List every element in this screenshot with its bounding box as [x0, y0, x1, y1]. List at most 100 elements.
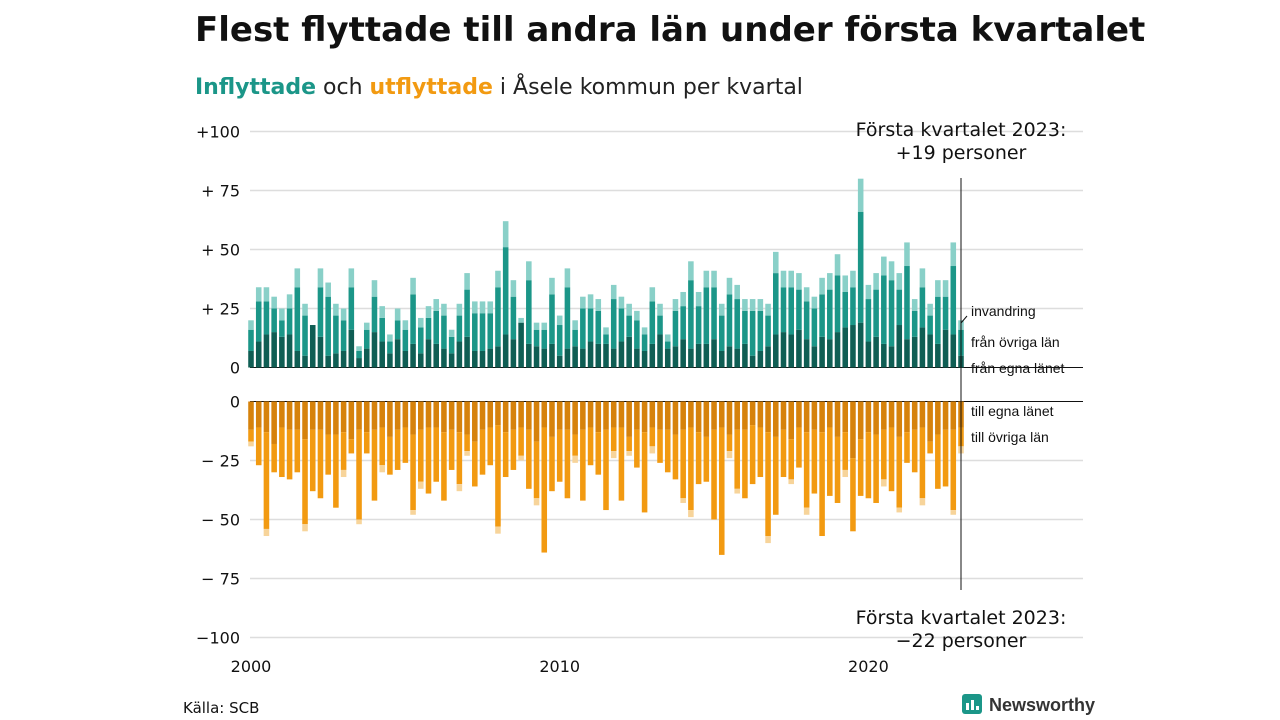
bar-out-ovriga — [873, 434, 879, 503]
bar-in-invandring — [356, 346, 362, 351]
bar-in-invandring — [248, 320, 254, 330]
bar-out-ovriga — [472, 441, 478, 487]
bar-in-ovriga — [495, 287, 501, 347]
bar-in-egna — [495, 346, 501, 368]
bar-in-invandring — [518, 317, 524, 323]
bar-in-ovriga — [580, 308, 586, 349]
bar-out-egna — [927, 401, 933, 442]
bar-out-ovriga — [317, 429, 324, 499]
y-tick-top: + 25 — [201, 300, 240, 319]
bar-in-egna — [325, 355, 331, 368]
bar-out-utvandring — [302, 524, 308, 532]
bar-in-invandring — [541, 322, 548, 330]
bar-in-ovriga — [718, 315, 725, 351]
bar-in-egna — [935, 343, 941, 368]
bar-out-egna — [580, 401, 586, 430]
bar-out-egna — [873, 401, 879, 435]
bar-in-egna — [695, 343, 702, 368]
bar-in-invandring — [379, 306, 385, 318]
newsworthy-logo-text: Newsworthy — [989, 695, 1095, 715]
bar-in-egna — [888, 346, 895, 368]
bar-out-ovriga — [803, 432, 810, 508]
bar-in-ovriga — [572, 329, 578, 347]
bar-in-invandring — [572, 320, 578, 330]
bar-in-egna — [857, 322, 864, 368]
bar-in-invandring — [580, 296, 586, 309]
bar-in-egna — [881, 343, 887, 368]
bar-in-ovriga — [410, 294, 416, 344]
bar-in-ovriga — [641, 334, 648, 351]
bar-in-ovriga — [749, 310, 756, 356]
bar-in-ovriga — [803, 301, 810, 340]
bar-in-invandring — [526, 261, 532, 281]
bar-out-egna — [394, 401, 401, 430]
bar-out-ovriga — [757, 427, 764, 478]
bar-in-invandring — [742, 299, 748, 311]
y-tick-bottom: −100 — [196, 629, 240, 648]
bar-in-invandring — [765, 303, 771, 316]
bar-in-egna — [533, 346, 540, 368]
bar-in-egna — [811, 346, 818, 368]
x-tick: 2000 — [231, 657, 272, 676]
bar-in-egna — [572, 346, 578, 368]
bar-out-utvandring — [495, 526, 501, 534]
bar-in-egna — [595, 343, 602, 368]
bar-out-egna — [418, 401, 424, 430]
bar-out-ovriga — [896, 436, 903, 508]
bar-out-ovriga — [865, 432, 872, 499]
bar-in-invandring — [927, 303, 933, 316]
bar-in-egna — [564, 348, 571, 368]
bar-in-ovriga — [865, 299, 872, 342]
bar-out-egna — [950, 401, 957, 430]
bar-in-ovriga — [541, 329, 548, 349]
bar-in-invandring — [533, 322, 540, 330]
series-label-top: från egna länet — [971, 360, 1065, 376]
bar-in-egna — [664, 348, 671, 368]
bar-in-invandring — [502, 221, 509, 248]
bar-out-egna — [487, 401, 494, 428]
bar-out-utvandring — [734, 488, 740, 494]
bar-out-ovriga — [664, 429, 671, 473]
bar-out-egna — [402, 401, 409, 428]
bar-out-egna — [649, 401, 656, 428]
bar-out-ovriga — [834, 436, 841, 503]
bar-out-ovriga — [356, 429, 362, 520]
bar-in-ovriga — [464, 289, 470, 337]
bar-out-egna — [811, 401, 818, 430]
bar-in-egna — [456, 341, 463, 368]
bar-out-egna — [626, 401, 632, 437]
bar-out-egna — [294, 401, 301, 430]
bar-out-ovriga — [526, 429, 532, 489]
bar-out-ovriga — [780, 429, 787, 478]
bar-out-ovriga — [541, 427, 548, 553]
bar-in-egna — [865, 341, 872, 368]
bar-in-invandring — [842, 275, 849, 292]
bar-in-invandring — [595, 299, 602, 311]
bar-out-ovriga — [348, 439, 355, 454]
bar-in-ovriga — [927, 315, 933, 335]
bar-out-utvandring — [418, 481, 424, 489]
bar-out-egna — [348, 401, 355, 440]
bar-in-egna — [502, 334, 509, 368]
bar-out-egna — [796, 401, 802, 428]
bar-in-egna — [348, 329, 355, 368]
bar-in-invandring — [811, 296, 818, 309]
bar-in-egna — [773, 334, 779, 368]
bar-in-egna — [433, 343, 439, 368]
bar-in-ovriga — [255, 301, 262, 342]
bar-out-ovriga — [286, 429, 293, 480]
bar-out-ovriga — [402, 427, 409, 463]
bar-in-invandring — [919, 268, 926, 288]
bar-in-invandring — [564, 268, 571, 288]
bar-in-egna — [526, 343, 532, 368]
bar-out-ovriga — [363, 432, 370, 454]
bar-out-egna — [464, 401, 470, 435]
bar-in-invandring — [286, 294, 293, 309]
bar-in-invandring — [279, 308, 285, 321]
bar-in-ovriga — [634, 320, 640, 349]
bar-out-ovriga — [340, 432, 347, 470]
bar-in-egna — [680, 339, 686, 368]
bar-in-egna — [309, 325, 316, 368]
bar-in-invandring — [881, 256, 887, 276]
